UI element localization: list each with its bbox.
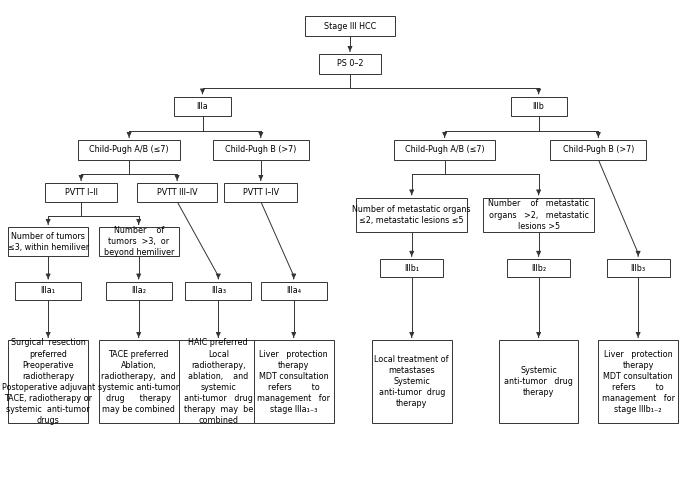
Bar bbox=[213, 140, 309, 160]
Text: Child-Pugh B (>7): Child-Pugh B (>7) bbox=[225, 145, 297, 154]
Bar bbox=[137, 183, 217, 202]
Text: HAIC preferred
Local
radiotherapy,
ablation,    and
systemic
anti-tumor   drug
t: HAIC preferred Local radiotherapy, ablat… bbox=[183, 338, 253, 425]
Bar bbox=[8, 340, 88, 423]
Text: Child-Pugh B (>7): Child-Pugh B (>7) bbox=[563, 145, 634, 154]
Text: IIIa₂: IIIa₂ bbox=[131, 286, 146, 295]
Text: IIIb₂: IIIb₂ bbox=[531, 264, 546, 273]
Text: PVTT I–IV: PVTT I–IV bbox=[243, 188, 279, 197]
Text: PS 0–2: PS 0–2 bbox=[337, 59, 363, 69]
Text: Number of tumors
≤3, within hemiliver: Number of tumors ≤3, within hemiliver bbox=[8, 232, 89, 252]
Bar bbox=[380, 259, 443, 278]
Text: Local treatment of
metastases
Systemic
anti-tumor  drug
therapy: Local treatment of metastases Systemic a… bbox=[374, 355, 449, 409]
Bar bbox=[499, 340, 578, 423]
Bar bbox=[394, 140, 496, 160]
Text: IIIa₁: IIIa₁ bbox=[41, 286, 56, 295]
Bar bbox=[106, 282, 172, 300]
Text: Child-Pugh A/B (≤7): Child-Pugh A/B (≤7) bbox=[405, 145, 484, 154]
Bar bbox=[319, 54, 381, 73]
Bar bbox=[225, 183, 298, 202]
Text: PVTT III–IV: PVTT III–IV bbox=[157, 188, 197, 197]
Text: Liver   protection
therapy
MDT consultation
refers        to
management   for
st: Liver protection therapy MDT consultatio… bbox=[257, 350, 330, 414]
Text: Child-Pugh A/B (≤7): Child-Pugh A/B (≤7) bbox=[90, 145, 169, 154]
Bar bbox=[45, 183, 118, 202]
Bar bbox=[99, 227, 178, 256]
Bar bbox=[510, 97, 567, 116]
Text: Number of metastatic organs
≤2, metastatic lesions ≤5: Number of metastatic organs ≤2, metastat… bbox=[353, 205, 471, 225]
Bar bbox=[99, 340, 178, 423]
Text: Number    of   metastatic
organs   >2,   metastatic
lesions >5: Number of metastatic organs >2, metastat… bbox=[488, 200, 589, 231]
Text: PVTT I–II: PVTT I–II bbox=[64, 188, 97, 197]
Bar bbox=[550, 140, 646, 160]
Text: IIIa: IIIa bbox=[197, 102, 209, 111]
Bar bbox=[186, 282, 251, 300]
Text: Systemic
anti-tumor   drug
therapy: Systemic anti-tumor drug therapy bbox=[504, 366, 573, 397]
Bar bbox=[305, 16, 395, 36]
Bar bbox=[607, 259, 670, 278]
Bar bbox=[254, 340, 333, 423]
Text: Surgical  resection
preferred
Preoperative
radiotherapy
Postoperative adjuvant
T: Surgical resection preferred Preoperativ… bbox=[1, 338, 95, 425]
Bar bbox=[78, 140, 180, 160]
Text: IIIb₃: IIIb₃ bbox=[631, 264, 645, 273]
Bar bbox=[598, 340, 678, 423]
Bar bbox=[15, 282, 81, 300]
Bar bbox=[356, 198, 468, 233]
Text: IIIb₁: IIIb₁ bbox=[404, 264, 419, 273]
Text: Number    of
tumors  >3,  or
beyond hemiliver: Number of tumors >3, or beyond hemiliver bbox=[104, 226, 174, 257]
Bar bbox=[483, 198, 594, 233]
Bar bbox=[178, 340, 258, 423]
Bar bbox=[174, 97, 230, 116]
Bar bbox=[372, 340, 452, 423]
Text: IIIb: IIIb bbox=[533, 102, 545, 111]
Text: Stage III HCC: Stage III HCC bbox=[324, 22, 376, 31]
Text: Liver   protection
therapy
MDT consultation
refers        to
management   for
st: Liver protection therapy MDT consultatio… bbox=[601, 350, 675, 414]
Bar bbox=[8, 227, 88, 256]
Bar bbox=[507, 259, 570, 278]
Text: IIIa₃: IIIa₃ bbox=[211, 286, 226, 295]
Text: TACE preferred
Ablation,
radiotherapy,  and
systemic anti-tumor
drug      therap: TACE preferred Ablation, radiotherapy, a… bbox=[98, 350, 179, 414]
Text: IIIa₄: IIIa₄ bbox=[286, 286, 301, 295]
Bar bbox=[261, 282, 327, 300]
